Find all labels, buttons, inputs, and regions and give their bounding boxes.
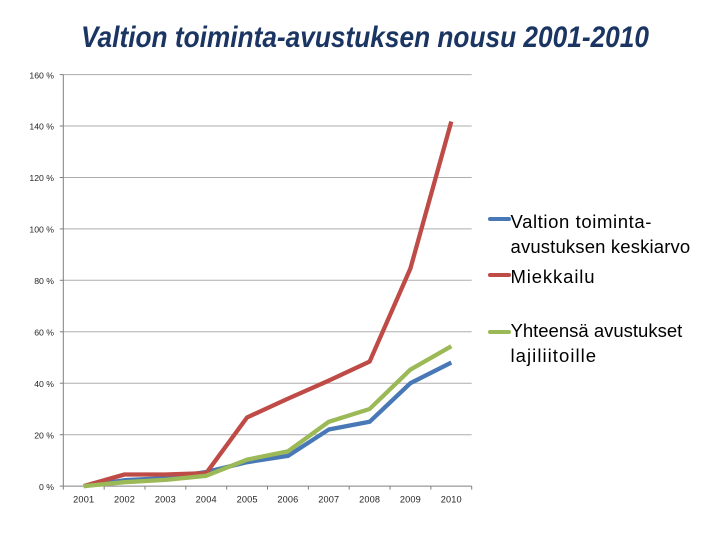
svg-text:2003: 2003: [155, 494, 176, 504]
svg-text:2004: 2004: [196, 494, 217, 504]
svg-text:2010: 2010: [441, 494, 462, 504]
svg-text:160 %: 160 %: [29, 70, 54, 80]
svg-text:80 %: 80 %: [34, 276, 54, 286]
svg-text:20 %: 20 %: [34, 430, 54, 440]
svg-text:0 %: 0 %: [39, 482, 54, 492]
svg-text:40 %: 40 %: [34, 379, 54, 389]
svg-text:2002: 2002: [114, 494, 135, 504]
svg-text:2009: 2009: [400, 494, 421, 504]
svg-text:100 %: 100 %: [29, 225, 54, 235]
svg-text:2008: 2008: [359, 494, 380, 504]
svg-text:60 %: 60 %: [34, 328, 54, 338]
svg-text:2006: 2006: [277, 494, 298, 504]
svg-text:2007: 2007: [318, 494, 339, 504]
svg-text:120 %: 120 %: [29, 173, 54, 183]
svg-text:140 %: 140 %: [29, 122, 54, 132]
svg-text:2005: 2005: [237, 494, 258, 504]
svg-text:2001: 2001: [73, 494, 94, 504]
